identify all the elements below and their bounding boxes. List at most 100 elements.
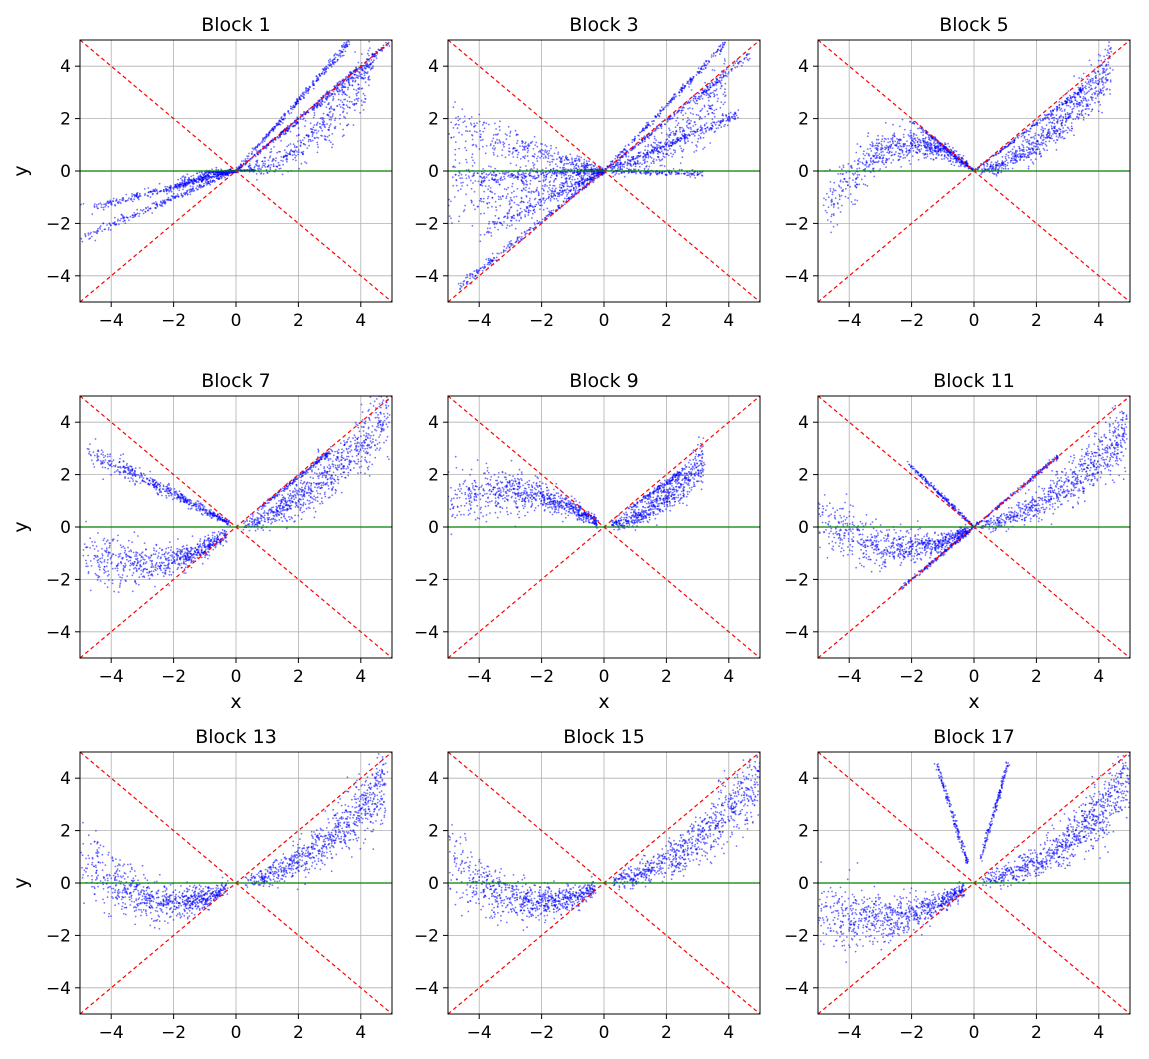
scatter-point — [586, 162, 588, 165]
scatter-point — [283, 133, 286, 136]
scatter-point — [543, 176, 546, 179]
scatter-point — [460, 182, 462, 184]
scatter-point — [472, 204, 475, 207]
scatter-point — [688, 119, 690, 121]
scatter-point — [705, 90, 708, 92]
scatter-point — [647, 155, 650, 158]
scatter-point — [478, 120, 481, 123]
scatter-point — [634, 145, 636, 148]
scatter-point — [701, 107, 704, 110]
scatter-point — [499, 120, 501, 123]
scatter-point — [513, 177, 515, 180]
scatter-point — [265, 146, 268, 148]
scatter-point — [699, 136, 702, 139]
scatter-point — [345, 104, 348, 107]
scatter-point — [559, 166, 562, 169]
scatter-point — [551, 187, 554, 190]
scatter-point — [184, 185, 187, 188]
scatter-point — [309, 138, 312, 141]
scatter-point — [723, 44, 725, 46]
scatter-point — [648, 137, 650, 140]
scatter-point — [569, 196, 572, 199]
scatter-point — [697, 173, 699, 176]
scatter-point — [472, 159, 474, 162]
scatter-point — [294, 105, 296, 108]
scatter-point — [465, 193, 467, 196]
scatter-point — [638, 138, 641, 141]
scatter-point — [645, 165, 647, 168]
scatter-point — [730, 70, 733, 72]
scatter-point — [526, 232, 528, 235]
scatter-point — [684, 134, 686, 137]
scatter-point — [685, 121, 688, 123]
scatter-point — [724, 60, 726, 62]
scatter-point — [258, 143, 261, 146]
scatter-point — [297, 140, 299, 143]
scatter-point — [537, 203, 540, 205]
scatter-point — [221, 176, 223, 179]
scatter-point — [168, 190, 171, 193]
scatter-point — [454, 148, 457, 151]
scatter-point — [614, 174, 616, 176]
scatter-point — [314, 104, 316, 107]
scatter-point — [129, 215, 132, 218]
scatter-point — [507, 186, 509, 189]
scatter-point — [709, 84, 711, 87]
scatter-point — [669, 141, 672, 144]
scatter-point — [315, 129, 317, 132]
scatter-point — [562, 200, 565, 203]
scatter-point — [328, 125, 331, 127]
scatter-point — [711, 112, 714, 114]
scatter-point — [644, 160, 646, 162]
scatter-point — [479, 199, 481, 202]
scatter-point — [320, 72, 323, 75]
scatter-point — [316, 79, 319, 82]
scatter-point — [312, 126, 315, 129]
scatter-point — [705, 122, 708, 124]
scatter-point — [629, 163, 632, 166]
scatter-point — [655, 143, 658, 146]
scatter-point — [504, 215, 507, 218]
scatter-point — [289, 105, 292, 108]
scatter-point — [704, 81, 706, 84]
scatter-point — [575, 164, 578, 167]
scatter-point — [295, 159, 297, 162]
scatter-point — [509, 176, 512, 179]
scatter-point — [589, 180, 591, 183]
scatter-point — [638, 165, 641, 168]
scatter-point — [523, 183, 525, 186]
scatter-point — [296, 99, 299, 102]
scatter-point — [490, 143, 492, 145]
scatter-point — [271, 159, 274, 162]
scatter-point — [575, 162, 578, 165]
scatter-point — [119, 198, 121, 201]
scatter-point — [484, 185, 487, 188]
scatter-point — [279, 120, 281, 123]
scatter-point — [711, 108, 713, 111]
scatter-point — [330, 66, 333, 68]
scatter-point — [302, 150, 305, 153]
scatter-point — [497, 181, 499, 184]
scatter-point — [617, 156, 619, 159]
scatter-point — [454, 153, 456, 156]
scatter-point — [148, 207, 151, 210]
scatter-point — [496, 133, 498, 136]
scatter-point — [654, 171, 657, 174]
scatter-point — [582, 176, 585, 179]
scatter-point — [492, 174, 495, 177]
scatter-point — [464, 204, 466, 207]
scatter-point — [537, 222, 540, 225]
scatter-point — [668, 102, 670, 105]
scatter-point — [516, 214, 519, 217]
scatter-point — [688, 101, 690, 104]
scatter-point — [616, 167, 619, 170]
scatter-point — [534, 211, 536, 214]
scatter-point — [188, 178, 190, 181]
scatter-point — [689, 83, 692, 85]
scatter-point — [326, 136, 329, 138]
scatter-point — [204, 172, 207, 175]
scatter-point — [549, 176, 552, 179]
scatter-point — [674, 126, 677, 129]
scatter-point — [668, 140, 670, 142]
scatter-point — [555, 198, 558, 200]
